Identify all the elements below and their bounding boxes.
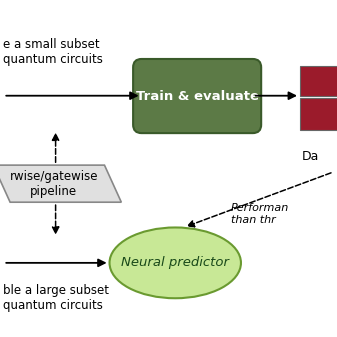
Text: Train & evaluate: Train & evaluate bbox=[136, 90, 258, 102]
Text: Performan
than thr: Performan than thr bbox=[231, 203, 289, 225]
FancyBboxPatch shape bbox=[300, 66, 337, 96]
Text: e a small subset
quantum circuits: e a small subset quantum circuits bbox=[3, 38, 103, 66]
Polygon shape bbox=[0, 165, 121, 202]
Text: Neural predictor: Neural predictor bbox=[121, 256, 229, 269]
FancyBboxPatch shape bbox=[300, 98, 337, 130]
Text: ble a large subset
quantum circuits: ble a large subset quantum circuits bbox=[3, 284, 110, 312]
Text: rwise/gatewise
pipeline: rwise/gatewise pipeline bbox=[10, 170, 98, 198]
Text: Da: Da bbox=[302, 150, 319, 163]
FancyBboxPatch shape bbox=[133, 59, 261, 133]
Ellipse shape bbox=[110, 227, 241, 298]
